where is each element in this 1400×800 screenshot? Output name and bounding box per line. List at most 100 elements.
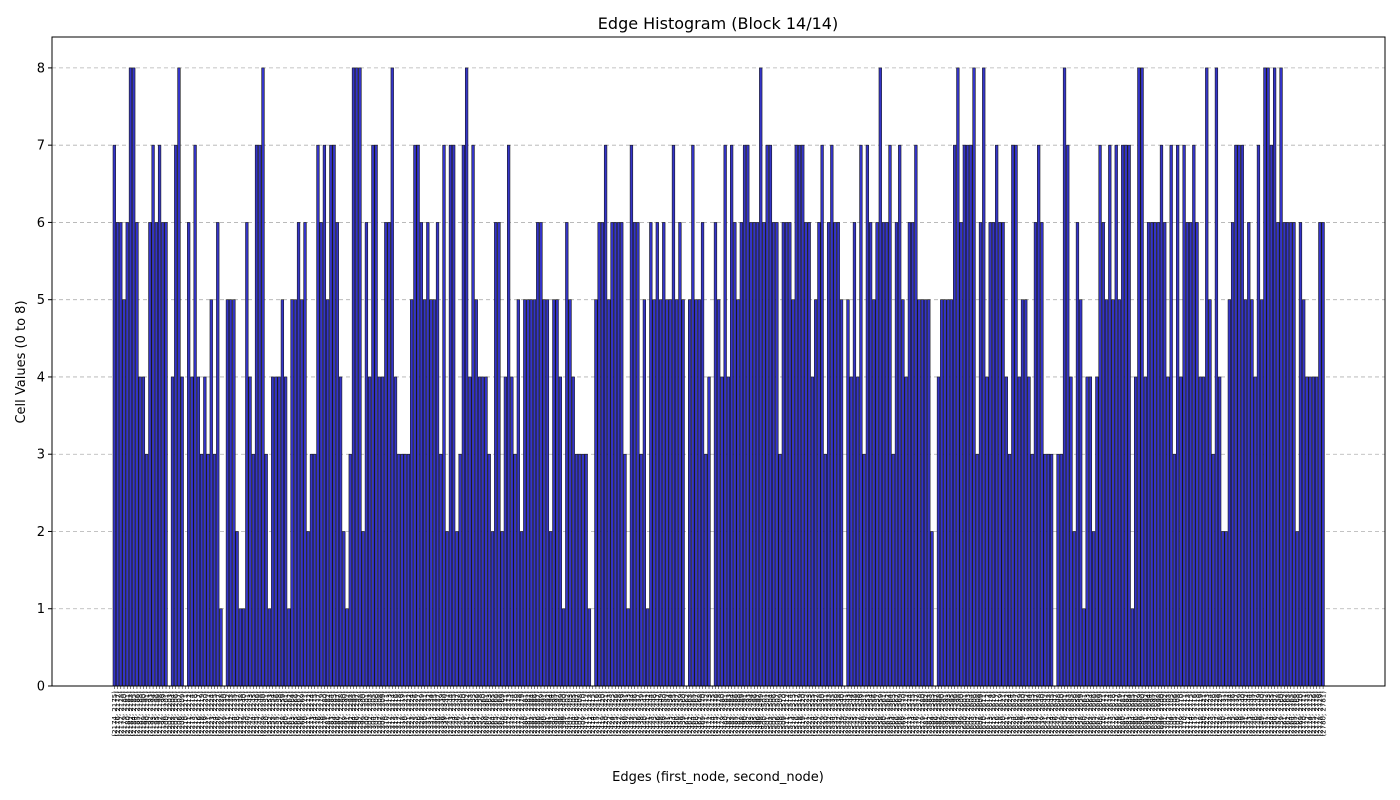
x-tick-label: (2318, 2319)	[398, 691, 406, 737]
histogram-bar	[810, 376, 815, 687]
x-tick-label: (2208, 2209)	[179, 691, 187, 737]
x-tick-label: (2396, 2397)	[554, 691, 562, 737]
x-tick-label: (2762, 2763)	[1284, 691, 1292, 737]
histogram-bar	[581, 453, 585, 687]
histogram-bar	[765, 144, 769, 687]
histogram-bar	[814, 299, 818, 687]
histogram-bar	[1292, 222, 1296, 687]
x-tick-label: (2493, 2494)	[748, 691, 756, 737]
x-tick-label: (2658, 2659)	[1077, 691, 1085, 737]
histogram-bar	[274, 376, 278, 687]
histogram-bar	[730, 144, 734, 687]
x-tick-label: (2550, 2551)	[861, 691, 869, 737]
histogram-bar	[1285, 222, 1290, 687]
histogram-bar	[985, 376, 989, 687]
x-tick-label: (2211, 2212)	[185, 691, 193, 737]
histogram-bar	[823, 453, 827, 687]
x-tick-label: (2530, 2531)	[822, 691, 830, 737]
x-tick-label: (2689, 2690)	[1139, 691, 1147, 737]
x-tick-label: (2736, 2737)	[1232, 691, 1240, 737]
histogram-bar	[969, 144, 973, 687]
histogram-bar	[1305, 376, 1309, 687]
histogram-bar	[487, 453, 491, 687]
histogram-bar	[267, 608, 272, 687]
histogram-bar	[1059, 453, 1063, 687]
histogram-bar	[393, 376, 398, 687]
x-tick-label: (2780, 2781)	[1320, 691, 1328, 737]
histogram-bar	[439, 453, 443, 687]
x-tick-label: (2231, 2232)	[224, 691, 232, 737]
histogram-bar	[174, 144, 178, 687]
x-tick-label: (2667, 2668)	[1093, 691, 1101, 737]
x-tick-label: (2560, 2561)	[880, 691, 888, 737]
histogram-bar	[1007, 453, 1012, 687]
histogram-bar	[587, 608, 592, 687]
x-tick-label: (2227, 2228)	[217, 691, 225, 737]
histogram-bar	[781, 222, 785, 687]
x-tick-label: (2778, 2779)	[1316, 691, 1324, 737]
histogram-bar	[536, 222, 540, 687]
histogram-bar	[225, 299, 230, 687]
x-tick-label: (2394, 2395)	[550, 691, 558, 737]
x-tick-label: (2302, 2303)	[366, 691, 374, 737]
histogram-bar	[258, 144, 262, 687]
x-tick-label: (2234, 2235)	[230, 691, 238, 737]
x-tick-label: (2370, 2371)	[502, 691, 510, 737]
x-tick-label: (2255, 2256)	[272, 691, 280, 737]
x-tick-label: (2720, 2721)	[1200, 691, 1208, 737]
x-tick-label: (2205, 2206)	[172, 691, 180, 737]
histogram-bar	[561, 608, 566, 687]
x-tick-label: (2326, 2327)	[415, 691, 423, 737]
histogram-bar	[784, 222, 789, 687]
x-tick-label: (2576, 2577)	[912, 691, 920, 737]
x-tick-label: (2203, 2204)	[169, 691, 177, 737]
histogram-bar	[203, 376, 207, 687]
x-tick-label: (2589, 2590)	[938, 691, 946, 737]
histogram-bar	[1030, 453, 1034, 687]
x-tick-label: (2611, 2612)	[983, 691, 991, 737]
x-tick-label: (2518, 2519)	[796, 691, 804, 737]
x-tick-label: (2198, 2199)	[159, 691, 167, 737]
histogram-bar	[387, 222, 391, 687]
histogram-bar	[1040, 222, 1044, 687]
histogram-bar	[1227, 299, 1231, 687]
x-tick-label: (2553, 2554)	[867, 691, 875, 737]
x-tick-label: (2599, 2600)	[958, 691, 966, 737]
x-tick-label: (2652, 2653)	[1064, 691, 1072, 737]
histogram-bar	[885, 222, 889, 687]
histogram-bar	[1159, 144, 1164, 687]
histogram-bar	[1092, 531, 1096, 687]
x-tick-label: (2603, 2604)	[967, 691, 975, 737]
x-tick-label: (2654, 2655)	[1068, 691, 1076, 737]
histogram-bar	[316, 144, 320, 687]
histogram-bar	[1014, 144, 1018, 687]
x-tick-label: (2310, 2311)	[382, 691, 390, 737]
histogram-bar	[865, 144, 870, 687]
x-tick-label: (2404, 2405)	[570, 691, 578, 737]
x-tick-label: (2479, 2480)	[718, 691, 726, 737]
x-tick-label: (2516, 2517)	[793, 691, 801, 737]
x-tick-label: (2456, 2457)	[673, 691, 681, 737]
x-tick-label: (2539, 2540)	[838, 691, 846, 737]
x-tick-label: (2331, 2332)	[424, 691, 432, 737]
x-tick-label: (2278, 2279)	[318, 691, 326, 737]
histogram-bar	[164, 222, 168, 687]
x-tick-label: (2367, 2368)	[495, 691, 503, 737]
x-tick-label: (2735, 2736)	[1229, 691, 1237, 737]
x-tick-label: (2628, 2629)	[1016, 691, 1024, 737]
histogram-bar	[283, 376, 288, 687]
x-tick-label: (2607, 2608)	[974, 691, 982, 737]
histogram-bar	[574, 453, 579, 687]
x-tick-label: (2425, 2426)	[612, 691, 620, 737]
x-tick-label: (2334, 2335)	[431, 691, 439, 737]
x-tick-label: (2642, 2643)	[1045, 691, 1053, 737]
histogram-bar	[477, 376, 482, 687]
x-tick-label: (2286, 2287)	[334, 691, 342, 737]
histogram-bar	[801, 144, 805, 687]
histogram-bar	[552, 299, 556, 687]
x-tick-label: (2702, 2703)	[1164, 691, 1172, 737]
histogram-bar	[358, 67, 362, 687]
histogram-bar	[633, 222, 637, 687]
x-tick-label: (2176, 2177)	[114, 691, 122, 737]
x-tick-label: (2490, 2491)	[741, 691, 749, 737]
